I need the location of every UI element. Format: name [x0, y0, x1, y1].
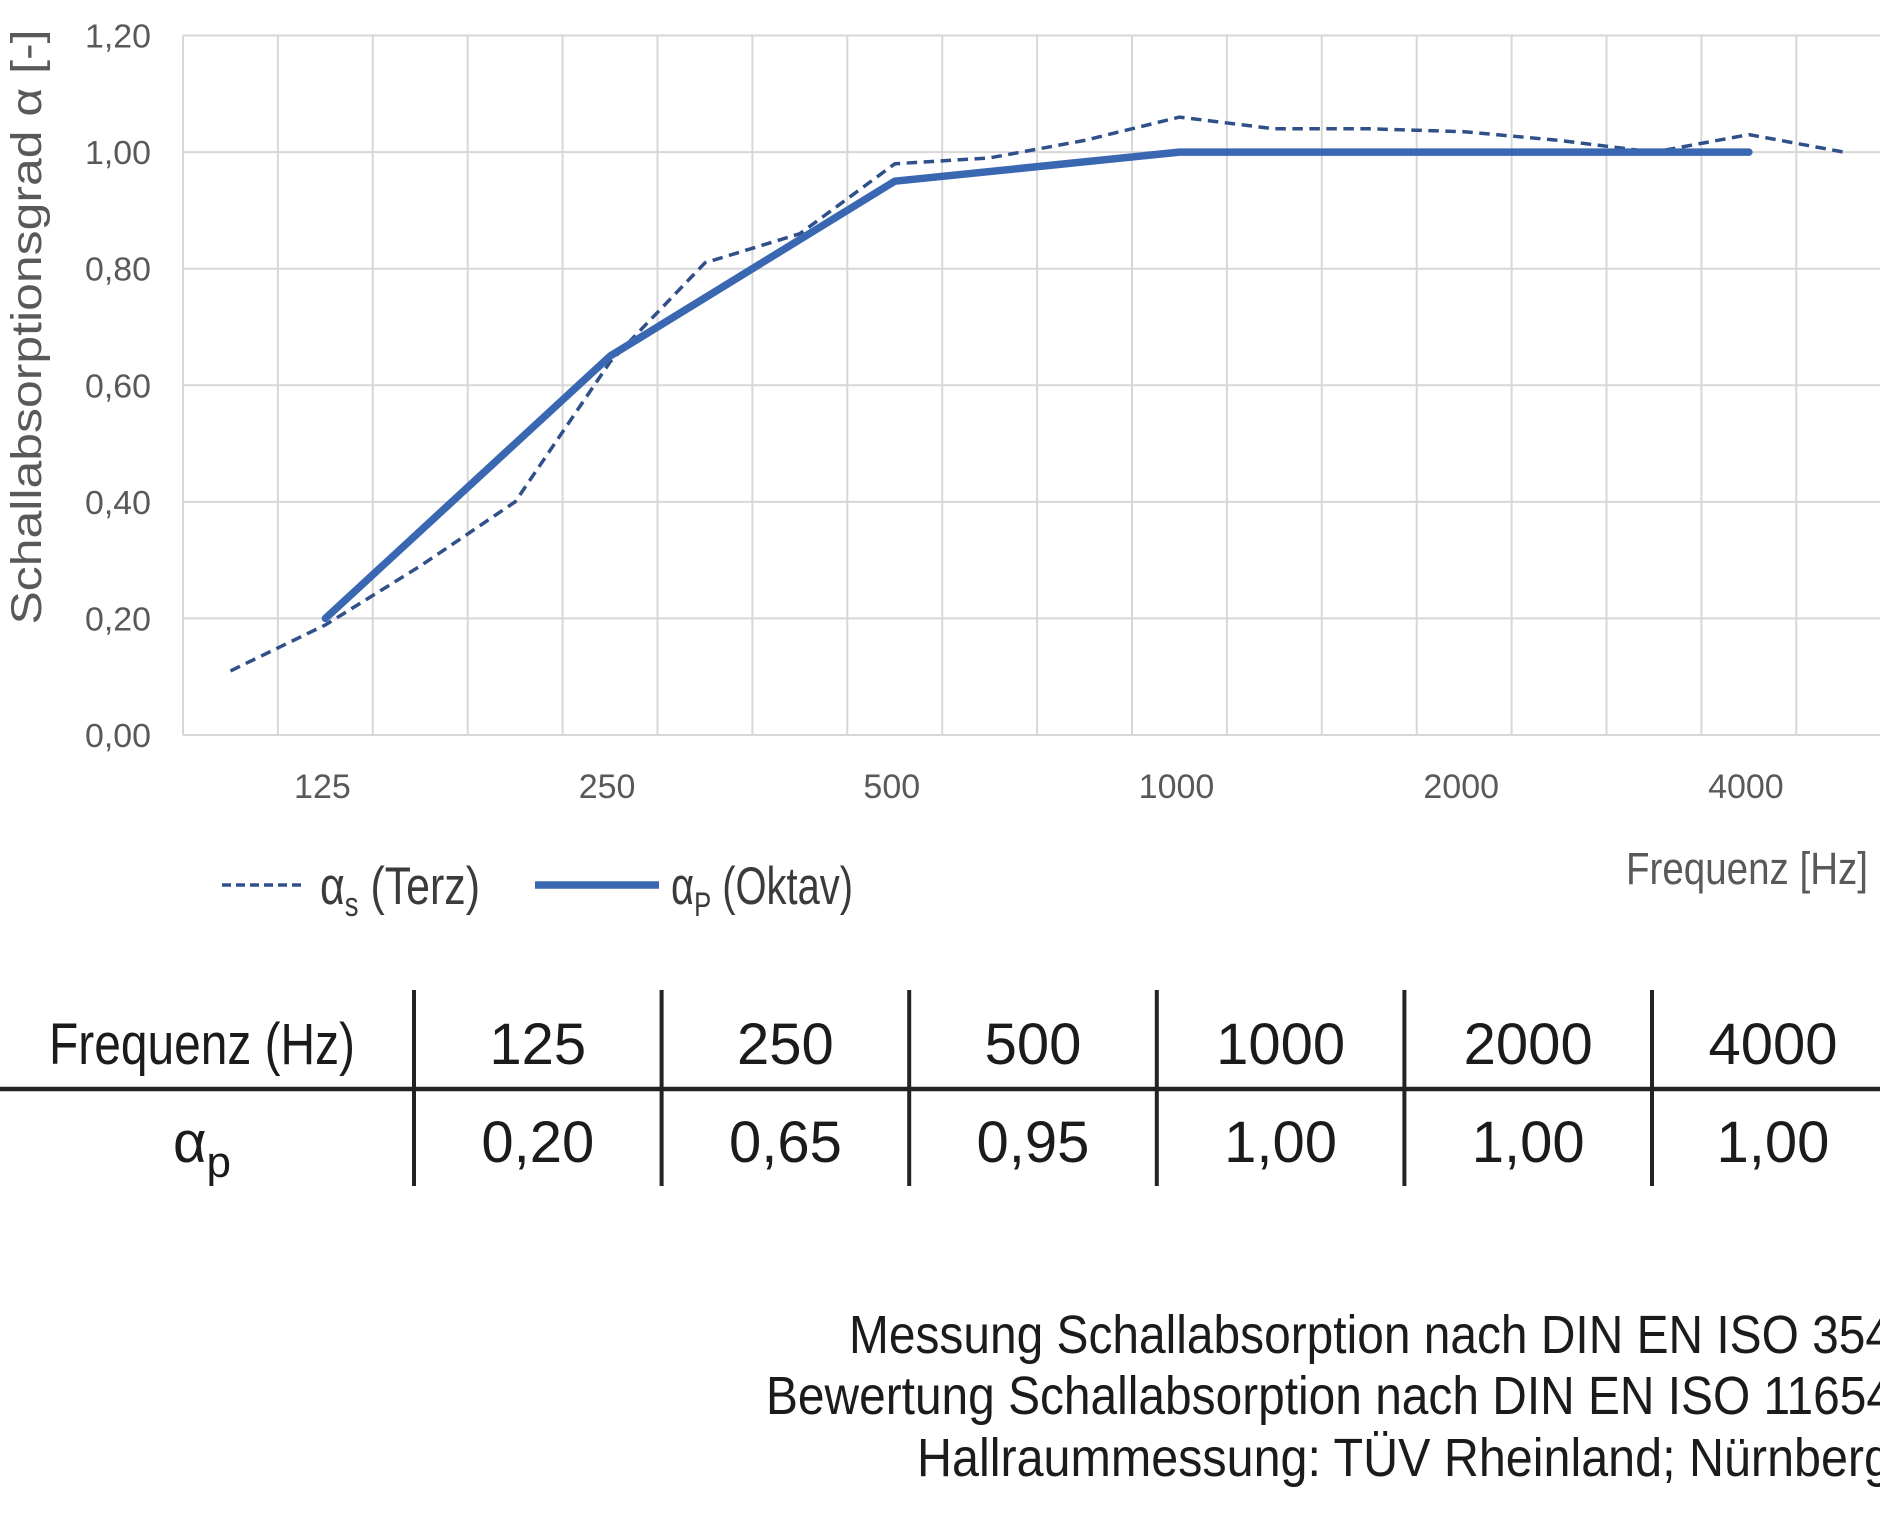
- svg-text:0,65: 0,65: [729, 1110, 842, 1175]
- svg-text:0,80: 0,80: [85, 251, 151, 288]
- svg-text:1,00: 1,00: [85, 134, 151, 171]
- svg-text:0,20: 0,20: [481, 1110, 594, 1175]
- svg-text:500: 500: [863, 768, 920, 806]
- svg-text:Hallraummessung: TÜV Rheinland: Hallraummessung: TÜV Rheinland; Nürnberg: [917, 1428, 1880, 1488]
- svg-text:1,20: 1,20: [85, 18, 151, 55]
- svg-text:1,00: 1,00: [1224, 1110, 1337, 1175]
- svg-text:0,20: 0,20: [85, 600, 151, 637]
- svg-text:0,60: 0,60: [85, 367, 151, 404]
- svg-text:1000: 1000: [1139, 768, 1215, 806]
- svg-text:1000: 1000: [1216, 1012, 1345, 1077]
- svg-text:250: 250: [737, 1012, 834, 1077]
- svg-text:0,95: 0,95: [977, 1110, 1090, 1175]
- svg-text:Messung Schallabsorption nach: Messung Schallabsorption nach DIN EN ISO…: [849, 1305, 1880, 1365]
- svg-text:0,40: 0,40: [85, 484, 151, 521]
- svg-text:250: 250: [579, 768, 636, 806]
- svg-text:4000: 4000: [1708, 768, 1784, 806]
- svg-text:2000: 2000: [1423, 768, 1499, 806]
- svg-text:4000: 4000: [1708, 1012, 1837, 1077]
- svg-text:Bewertung Schallabsorption nac: Bewertung Schallabsorption nach DIN EN I…: [766, 1366, 1880, 1426]
- svg-text:0,00: 0,00: [85, 717, 151, 754]
- svg-text:1,00: 1,00: [1472, 1110, 1585, 1175]
- svg-text:Frequenz (Hz): Frequenz (Hz): [49, 1012, 355, 1077]
- svg-text:1,00: 1,00: [1717, 1110, 1830, 1175]
- svg-text:Frequenz [Hz]: Frequenz [Hz]: [1626, 843, 1868, 894]
- svg-text:500: 500: [985, 1012, 1082, 1077]
- svg-text:125: 125: [489, 1012, 586, 1077]
- svg-text:Schallabsorptionsgrad α [-]: Schallabsorptionsgrad α [-]: [3, 30, 51, 625]
- svg-text:2000: 2000: [1464, 1012, 1593, 1077]
- svg-text:125: 125: [294, 768, 351, 806]
- svg-text:αs (Terz): αs (Terz): [320, 857, 480, 924]
